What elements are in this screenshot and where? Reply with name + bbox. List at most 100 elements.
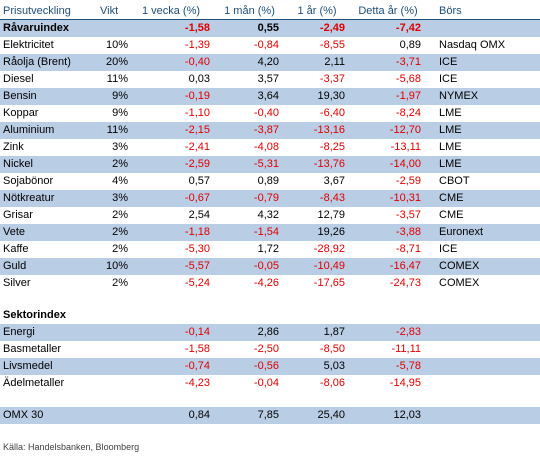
row-name: Basmetaller [3,343,62,355]
row-weight: 10% [105,39,128,51]
row-weight-empty [96,19,132,37]
row-1-week: 0,57 [188,175,210,187]
row-name: Grisar [3,209,33,221]
row-1-month: -2,50 [253,343,279,355]
row-1-month: 4,32 [257,209,279,221]
row-ytd: -1,97 [355,88,431,105]
row-name: Råvaruindex [0,19,96,37]
sector-row: Ädelmetaller -4,23 -0,04 -8,06 -14,95 [0,375,540,392]
header-1-week: 1 vecka (%) [132,3,220,20]
blank-cell [96,392,132,407]
row-name: Ädelmetaller [3,377,65,389]
row-name: Sojabönor [3,175,54,187]
row-weight-empty [96,407,132,424]
row-name: OMX 30 [0,407,96,424]
header-ytd: Detta år (%) [355,3,431,20]
row-weight: 2% [96,224,132,241]
row-ytd: -8,24 [395,107,421,119]
row-ytd: -16,47 [355,258,431,275]
row-1-month: 4,20 [220,54,289,71]
row-ytd: -11,11 [391,343,421,355]
sector-row: Livsmedel -0,74 -0,56 5,03 -5,78 [0,358,540,375]
row-1-year: -8,25 [319,141,345,153]
row-exchange: ICE [431,54,540,71]
table-row: Guld 10% -5,57 -0,05 -10,49 -16,47 COMEX [0,258,540,275]
row-1-week: -5,57 [132,258,220,275]
row-1-year: -8,50 [319,343,345,355]
blank-cell [431,292,540,307]
table-row: Diesel 11% 0,03 3,57 -3,37 -5,68 ICE [0,71,540,88]
row-ytd: -5,78 [355,358,431,375]
row-1-year: 25,40 [289,407,355,424]
row-ytd: -24,73 [389,277,421,289]
row-weight: 2% [96,156,132,173]
row-ytd: -2,59 [395,175,421,187]
sector-heading: Sektorindex [3,309,66,321]
row-name: Bensin [0,88,96,105]
blank-cell [132,292,220,307]
row-exchange-empty [431,358,540,375]
table-row: Koppar 9% -1,10 -0,40 -6,40 -8,24 LME [0,105,540,122]
row-weight-empty [96,375,132,392]
row-1-year: -13,16 [289,122,355,139]
row-1-year: 19,30 [289,88,355,105]
row-exchange: LME [439,107,462,119]
blank-cell [289,307,355,324]
row-exchange: CME [431,190,540,207]
commodity-table-body: Prisutveckling Vikt 1 vecka (%) 1 mån (%… [0,3,540,424]
row-1-year: -2,49 [289,19,355,37]
header-exchange: Börs [431,3,540,20]
blank-cell [132,307,220,324]
row-ytd: -12,70 [355,122,431,139]
row-weight: 10% [96,258,132,275]
omx-row: OMX 30 0,84 7,85 25,40 12,03 [0,407,540,424]
row-1-year: -8,43 [289,190,355,207]
blank-cell [132,392,220,407]
header-row: Prisutveckling Vikt 1 vecka (%) 1 mån (%… [0,3,540,20]
row-1-year: 5,03 [289,358,355,375]
blank-cell [96,292,132,307]
row-weight: 9% [112,107,128,119]
row-1-year: 12,79 [317,209,345,221]
row-exchange: CME [439,209,464,221]
row-1-month: 7,85 [220,407,289,424]
row-weight: 11% [96,122,132,139]
row-weight: 11% [106,73,128,85]
row-ytd: -14,95 [389,377,421,389]
row-1-month: -5,31 [220,156,289,173]
row-1-month: 1,72 [257,243,279,255]
row-weight: 2% [112,243,128,255]
row-ytd: -3,71 [355,54,431,71]
row-1-month: -1,54 [220,224,289,241]
row-1-week: -0,67 [132,190,220,207]
blank-cell [355,292,431,307]
row-ytd: -3,57 [395,209,421,221]
blank-cell [0,392,96,407]
table-row: Bensin 9% -0,19 3,64 19,30 -1,97 NYMEX [0,88,540,105]
blank-cell [220,292,289,307]
header-1-month: 1 mån (%) [220,3,289,20]
row-name: Kaffe [3,243,29,255]
row-exchange: COMEX [439,277,480,289]
row-exchange-empty [431,19,540,37]
blank-cell [431,392,540,407]
row-1-month: 2,86 [220,324,289,341]
row-1-month: 3,64 [220,88,289,105]
sector-row: Energi -0,14 2,86 1,87 -2,83 [0,324,540,341]
table-row: Sojabönor 4% 0,57 0,89 3,67 -2,59 CBOT [0,173,540,190]
row-1-week: -2,15 [132,122,220,139]
row-exchange-empty [431,341,540,358]
row-exchange: LME [439,141,462,153]
row-exchange: Nasdaq OMX [439,39,506,51]
row-exchange: Euronext [431,224,540,241]
table-row: Grisar 2% 2,54 4,32 12,79 -3,57 CME [0,207,540,224]
blank-cell [355,307,431,324]
row-name: Silver [3,277,31,289]
row-1-month: -0,84 [253,39,279,51]
row-weight: 2% [112,277,128,289]
header-weight: Vikt [96,3,132,20]
source-note: Källa: Handelsbanken, Bloomberg [3,442,140,452]
row-1-week: 0,84 [132,407,220,424]
row-1-week: -1,58 [184,343,210,355]
row-exchange: LME [431,122,540,139]
